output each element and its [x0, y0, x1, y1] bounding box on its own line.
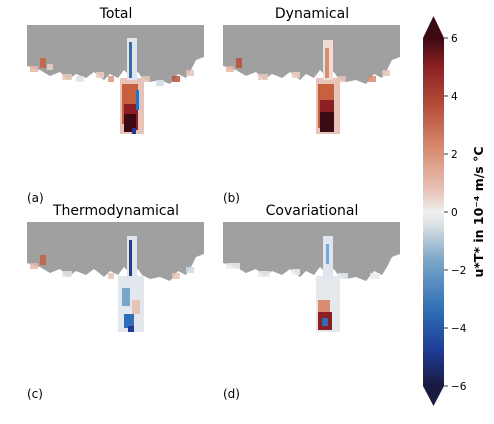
land-mask [223, 25, 400, 84]
heatmap-thermodynamical [27, 222, 204, 332]
colorbar-extend-max [423, 16, 444, 38]
colorbar-tick-label: −2 [451, 265, 466, 277]
coastal-cells [30, 255, 194, 279]
land-mask [223, 222, 400, 281]
panel-label: (a) [27, 191, 44, 205]
land-mask [27, 25, 204, 84]
colorbar-tick-label: 2 [451, 149, 458, 161]
colorbar-tick-label: 4 [451, 91, 458, 103]
plume [120, 38, 144, 134]
panel-title: Total [99, 6, 133, 22]
panel-title: Thermodynamical [52, 203, 179, 219]
panel-title: Covariational [266, 203, 359, 219]
plume [316, 40, 340, 134]
colorbar-ticks: 6 4 2 0 −2 −4 −6 [444, 33, 467, 393]
plume [118, 236, 144, 332]
coastal-cells [30, 58, 194, 86]
colorbar-tick-label: 6 [451, 33, 458, 45]
land-mask [27, 222, 204, 281]
panel-thermodynamical: Thermodynamical (c) [27, 203, 204, 401]
coastal-cells [226, 263, 380, 279]
colorbar-extend-min [423, 386, 444, 406]
panel-label: (b) [223, 191, 240, 205]
panel-covariational: Covariational (d) [223, 203, 400, 401]
panel-label: (d) [223, 387, 240, 401]
panel-title: Dynamical [275, 6, 349, 22]
colorbar-label: u*T* in 10⁻⁴ m/s °C [471, 146, 486, 277]
panel-dynamical: Dynamical (b) [223, 6, 400, 205]
heatmap-covariational [223, 222, 400, 332]
colorbar-tick-label: 0 [451, 207, 458, 219]
colorbar-tick-label: −4 [451, 323, 467, 335]
colorbar: 6 4 2 0 −2 −4 −6 u*T* in 10⁻⁴ m/s °C [423, 16, 486, 406]
colorbar-gradient [423, 38, 444, 386]
colorbar-tick-label: −6 [451, 381, 467, 393]
heatmap-total [27, 25, 204, 134]
coastal-cells [226, 58, 390, 82]
panel-label: (c) [27, 387, 43, 401]
plume [316, 236, 340, 332]
heatmap-dynamical [223, 25, 400, 134]
panel-total: Total [27, 6, 204, 205]
